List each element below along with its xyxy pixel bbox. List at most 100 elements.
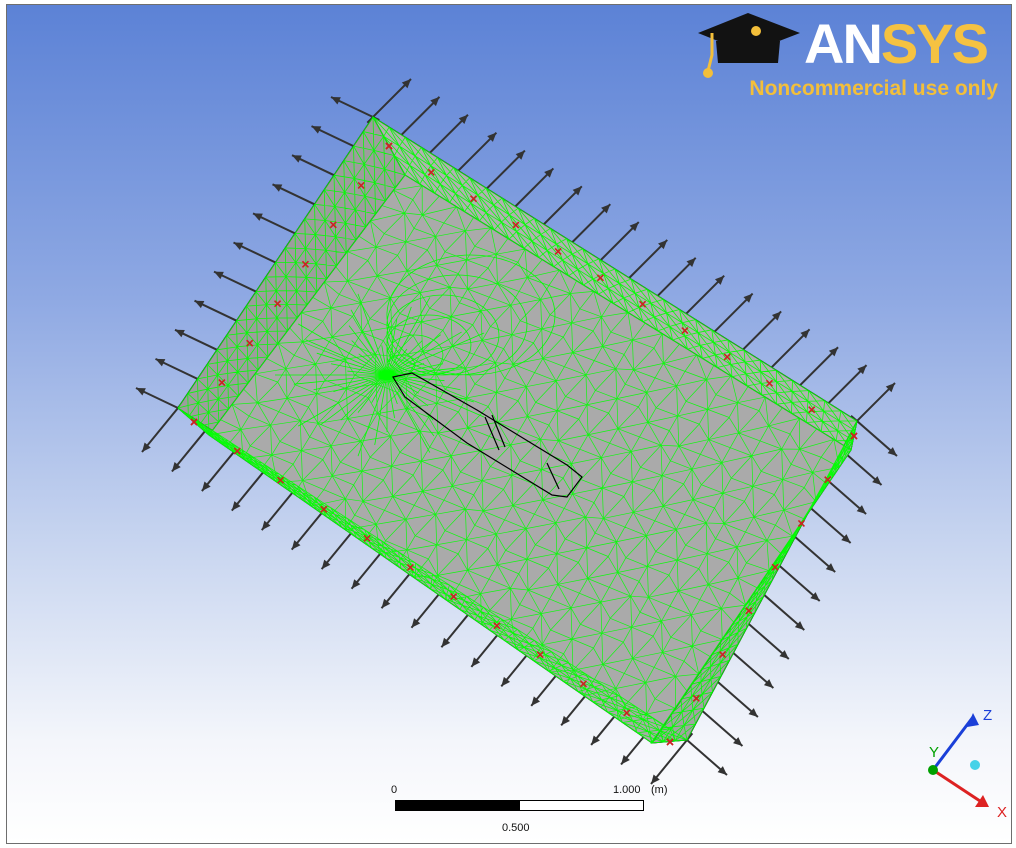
scale-segment-dark [395,800,519,811]
node-marker-icon [233,447,241,455]
node-marker-icon [596,274,604,282]
coordinate-triad[interactable]: Z Y X [913,695,1012,825]
pressure-arrow-icon [401,79,411,89]
scale-label-end: 1.000 [613,784,641,796]
pressure-arrow-icon [141,400,185,453]
pressure-arrow-icon [803,501,852,544]
node-marker-icon [363,534,371,542]
scale-bar: 0 1.000 (m) 0.500 [387,778,668,838]
pressure-arrow-icon [480,149,526,195]
pressure-arrow-icon [136,388,146,396]
node-marker-icon [218,379,226,387]
pressure-arrow-icon [773,559,821,602]
pressure-arrow-icon [850,382,896,428]
pressure-arrow-icon [651,774,660,784]
graphics-viewport[interactable]: ANSYS Noncommercial use only 0 1.000 (m)… [6,4,1012,844]
pressure-arrow-icon [711,675,759,718]
pressure-arrow-icon [822,364,868,410]
mesh-model[interactable] [7,5,1012,844]
node-marker-icon [797,519,805,527]
pressure-arrow-icon [629,222,639,232]
node-marker-icon [850,432,858,440]
pressure-arrow-icon [794,621,805,630]
pressure-arrow-icon [561,715,570,726]
node-marker-icon [808,406,816,414]
node-marker-icon [427,168,435,176]
pressure-arrow-icon [175,329,185,338]
pressure-arrow-icon [679,274,725,321]
pressure-arrow-icon [452,131,498,178]
pressure-arrow-icon [621,754,630,765]
node-markers [190,142,858,746]
axis-label-x: X [997,804,1007,821]
pressure-arrow-icon [544,168,554,178]
scale-unit: (m) [651,784,668,796]
node-marker-icon [723,353,731,361]
pressure-arrow-icon [565,203,612,249]
scale-label-mid: 0.500 [502,822,530,834]
pressure-arrow-icon [857,365,867,375]
pressure-arrow-icon [272,184,283,192]
axis-label-y: Y [929,744,939,761]
pressure-arrow-icon [743,293,753,303]
pressure-arrow-icon [430,96,440,107]
pressure-arrow-icon [680,733,728,776]
pressure-arrow-icon [714,275,725,285]
pressure-arrow-icon [650,732,694,785]
node-marker-icon [536,651,544,659]
node-marker-icon [719,651,727,659]
pressure-arrow-icon [601,204,611,214]
pressure-arrow-icon [736,310,782,356]
node-marker-icon [246,339,254,347]
pressure-arrow-icon [155,358,166,367]
license-notice: Noncommercial use only [749,77,998,100]
node-marker-icon [357,181,365,189]
pressure-arrow-icon [695,704,744,747]
pressure-arrow-icon [757,588,805,631]
node-marker-icon [824,476,832,484]
scale-segment-light [519,800,644,811]
pressure-arrow-icon [381,598,391,609]
pressure-arrow-icon [531,696,541,706]
pressure-arrow-icon [515,150,525,160]
node-marker-icon [385,142,393,150]
pressure-arrow-icon [366,78,412,124]
pressure-arrow-icon [850,414,898,457]
pressure-arrow-icon [594,221,640,267]
node-marker-icon [623,709,631,717]
mesh-wireframe [177,115,858,744]
ansys-wordmark: ANSYS [804,12,989,75]
pressure-arrow-icon [537,185,583,231]
node-marker-icon [406,563,414,572]
pressure-arrow-icon [321,559,331,570]
pressure-arrow-icon [261,520,271,531]
axis-label-z: Z [983,707,992,724]
pressure-arrow-icon [742,617,790,660]
pressure-arrow-icon [788,530,836,573]
pressure-arrow-icon [487,132,497,142]
pressure-arrow-icon [331,97,341,105]
pressure-arrow-icon [887,447,897,456]
node-marker-icon [276,476,285,484]
pressure-arrow-icon [651,257,697,303]
ansys-logo: ANSYS Noncommercial use only [698,11,1003,111]
node-marker-icon [692,694,700,702]
pressure-arrow-icon [717,766,727,775]
pressure-arrow-icon [810,592,820,601]
pressure-arrow-icon [233,242,244,250]
pressure-arrow-icon [726,646,775,689]
pressure-arrow-icon [779,650,789,659]
pressure-arrow-icon [572,186,582,196]
graduation-cap-icon [698,13,800,78]
pressure-arrow-icon [856,505,867,514]
node-marker-icon [274,300,282,308]
node-marker-icon [301,260,309,268]
pressure-arrow-icon [194,300,205,309]
body-geometry [392,372,583,498]
node-marker-icon [320,505,328,513]
pressure-arrow-icon [501,676,511,687]
node-marker-icon [771,563,779,571]
pressure-arrow-icon [292,155,302,163]
pressure-arrow-icon [201,481,211,492]
pressure-arrow-icon [291,540,301,550]
